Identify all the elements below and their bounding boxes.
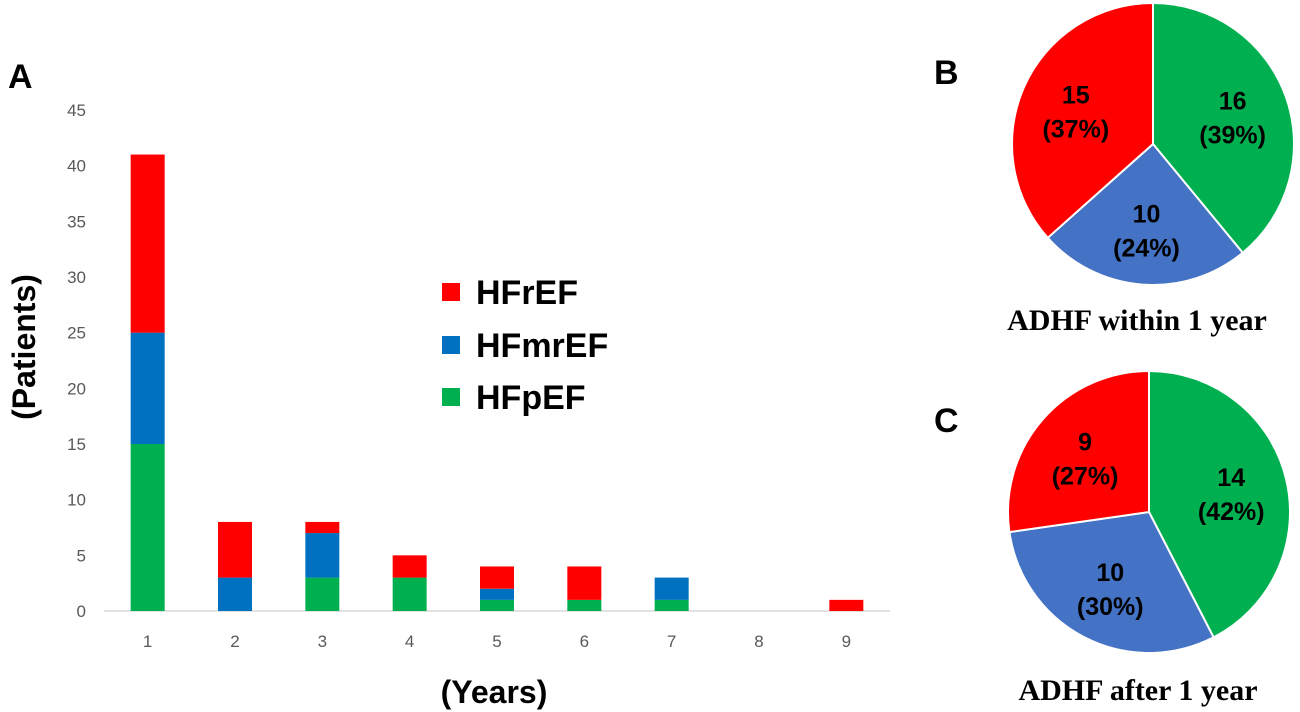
- bar-segment-hfmref-year-2: [218, 577, 252, 611]
- bar-segment-hfref-year-9: [829, 599, 864, 611]
- legend-label-hfmref: HFmrEF: [476, 327, 608, 365]
- legend-label-hfref: HFrEF: [476, 274, 578, 312]
- bar-segment-hfmref-year-1: [130, 332, 165, 444]
- pie-slice-red: [1011, 1, 1154, 240]
- y-tick-label: 5: [77, 546, 86, 565]
- bar-segment-hfpef-year-5: [480, 599, 514, 611]
- x-tick-label: 8: [754, 632, 763, 651]
- bar-segment-hfref-year-2: [218, 521, 252, 578]
- pie-slice-value-label: 14: [1217, 464, 1245, 492]
- bar-segment-hfpef-year-7: [654, 599, 689, 611]
- pie-slice-value-label: 16: [1219, 87, 1247, 115]
- x-tick-label: 6: [580, 632, 589, 651]
- pie-slice-value-label: 9: [1078, 429, 1092, 457]
- pie-slice-value-label: 10: [1133, 200, 1161, 228]
- bar-segment-hfref-year-5: [480, 566, 514, 589]
- y-tick-label: 35: [67, 212, 86, 231]
- x-tick-label: 7: [667, 632, 676, 651]
- pie-title-within-1-year: ADHF within 1 year: [1007, 304, 1267, 337]
- bar-segment-hfref-year-4: [392, 555, 427, 578]
- pie-slice-percent-label: (39%): [1199, 121, 1266, 149]
- pie-slice-percent-label: (27%): [1052, 463, 1119, 491]
- x-tick-label: 5: [492, 632, 501, 651]
- bar-segment-hfmref-year-5: [480, 588, 514, 600]
- panel-label-c: C: [934, 402, 959, 440]
- bar-segment-hfpef-year-4: [392, 577, 427, 611]
- bar-segment-hfmref-year-7: [654, 577, 689, 600]
- panel-label-b: B: [934, 54, 959, 92]
- bar-segment-hfref-year-1: [130, 154, 165, 333]
- y-axis-title: (Patients): [6, 274, 42, 420]
- y-tick-label: 45: [67, 101, 86, 120]
- bar-stacks: [130, 154, 864, 611]
- pie-slice-blue: [1008, 510, 1215, 654]
- x-tick-label: 4: [405, 632, 414, 651]
- legend-label-hfpef: HFpEF: [476, 379, 586, 417]
- bar-segment-hfref-year-3: [305, 521, 340, 534]
- y-tick-label: 20: [67, 379, 86, 398]
- pie-slice-green: [1152, 1, 1295, 255]
- panel-label-a: A: [8, 58, 33, 96]
- legend-swatch-hfmref: [442, 336, 460, 354]
- pie-slice-value-label: 15: [1062, 81, 1090, 109]
- bar-segment-hfpef-year-6: [567, 599, 602, 611]
- y-tick-label: 40: [67, 157, 86, 176]
- pie-slice-percent-label: (30%): [1077, 593, 1144, 621]
- y-axis-ticks: 0 5 10 15 20 25 30 35 40 45: [67, 101, 86, 621]
- bar-segment-hfpef-year-1: [130, 444, 165, 611]
- bar-segment-hfpef-year-3: [305, 577, 340, 611]
- y-tick-label: 15: [67, 435, 86, 454]
- bar-segment-hfmref-year-3: [305, 533, 340, 578]
- pie-slice-percent-label: (42%): [1198, 498, 1265, 526]
- legend-swatch-hfpef: [442, 388, 460, 406]
- y-tick-label: 25: [67, 324, 86, 343]
- x-tick-label: 1: [143, 632, 152, 651]
- x-tick-label: 2: [230, 632, 239, 651]
- x-tick-label: 3: [318, 632, 327, 651]
- y-tick-label: 30: [67, 268, 86, 287]
- x-tick-label: 9: [842, 632, 851, 651]
- pie-slice-value-label: 10: [1096, 559, 1124, 587]
- pie-slice-blue: [1046, 142, 1245, 286]
- pie-slice-green: [1148, 369, 1291, 639]
- x-axis-ticks: 1 2 3 4 5 6 7 8 9: [143, 632, 851, 651]
- pie-chart-within-1-year: 16 (39%) 10 (24%) 15 (37%): [1011, 1, 1295, 286]
- pie-slice-percent-label: (37%): [1042, 115, 1109, 143]
- y-tick-label: 0: [77, 602, 86, 621]
- bar-segment-hfref-year-6: [567, 566, 602, 600]
- legend-swatch-hfref: [442, 283, 460, 301]
- legend: HFrEF HFmrEF HFpEF: [442, 274, 608, 417]
- pie-slice-percent-label: (24%): [1113, 234, 1180, 262]
- pie-title-after-1-year: ADHF after 1 year: [1018, 674, 1257, 707]
- x-axis-title: (Years): [441, 674, 548, 710]
- y-tick-label: 10: [67, 491, 86, 510]
- pie-slice-red: [1007, 369, 1150, 534]
- pie-chart-after-1-year: 14 (42%) 10 (30%) 9 (27%): [1007, 369, 1291, 654]
